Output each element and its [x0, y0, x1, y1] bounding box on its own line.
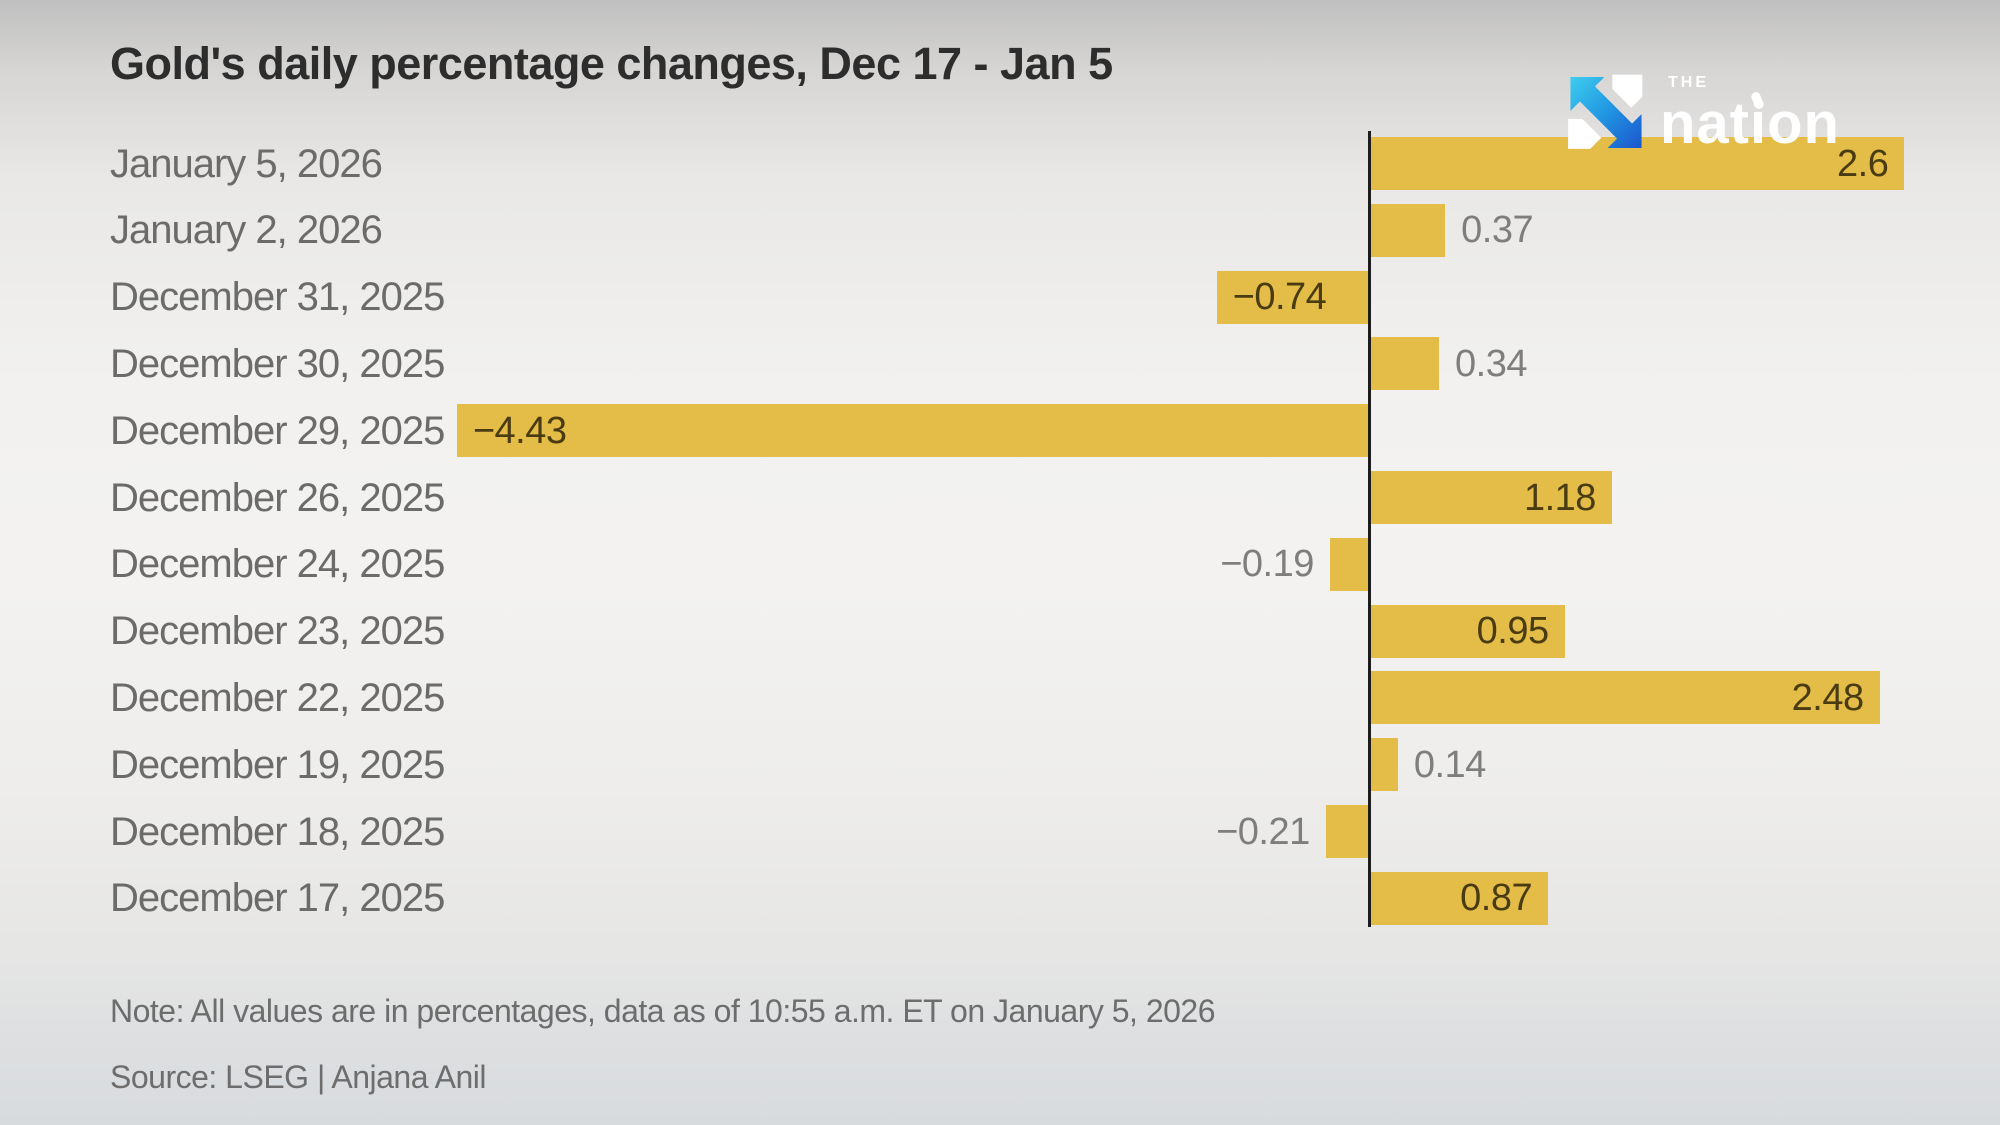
category-label: December 30, 2025 [110, 341, 445, 386]
bar [1369, 337, 1439, 391]
bar [1216, 270, 1369, 324]
nation-n-icon [1568, 74, 1643, 149]
nation-logo: THE nation [1560, 70, 1930, 160]
bar [1369, 671, 1880, 725]
bar [1369, 871, 1549, 925]
value-label: 0.34 [1455, 342, 1527, 385]
footer-source: Source: LSEG | Anjana Anil [110, 1059, 487, 1095]
category-label: January 2, 2026 [110, 208, 383, 253]
bar [1369, 203, 1446, 257]
bar [1369, 471, 1612, 524]
value-label: −0.21 [1216, 810, 1310, 853]
category-label: December 17, 2025 [110, 876, 445, 921]
value-label: −0.74 [1232, 276, 1327, 319]
bar [1369, 604, 1565, 658]
bar [456, 404, 1369, 458]
bar [1369, 738, 1398, 792]
category-label: December 22, 2025 [110, 675, 445, 720]
axis-zero-line [1368, 131, 1371, 927]
value-label: 2.48 [1791, 676, 1864, 719]
value-label: −0.19 [1220, 543, 1314, 586]
category-label: December 31, 2025 [110, 275, 445, 320]
chart-title: Gold's daily percentage changes, Dec 17 … [110, 38, 1113, 89]
logo-the-label: THE [1668, 74, 1709, 91]
value-label: 0.14 [1413, 743, 1486, 786]
bar [1325, 805, 1369, 858]
value-label: 0.87 [1460, 877, 1533, 920]
category-label: December 26, 2025 [110, 475, 445, 520]
value-label: 2.6 [1837, 142, 1889, 185]
value-label: 1.18 [1523, 476, 1596, 519]
footer-note: Note: All values are in percentages, dat… [110, 993, 1216, 1029]
category-label: December 23, 2025 [110, 609, 445, 654]
category-label: December 24, 2025 [110, 542, 445, 587]
bar [1329, 537, 1369, 591]
category-label: January 5, 2026 [110, 141, 383, 186]
category-label: December 29, 2025 [110, 408, 445, 453]
logo-wordmark: nation [1660, 91, 1840, 156]
value-label: −4.43 [472, 409, 567, 452]
value-label: 0.95 [1476, 610, 1549, 653]
value-label: 0.37 [1461, 209, 1534, 252]
category-label: December 19, 2025 [110, 742, 445, 787]
category-label: December 18, 2025 [110, 809, 445, 854]
